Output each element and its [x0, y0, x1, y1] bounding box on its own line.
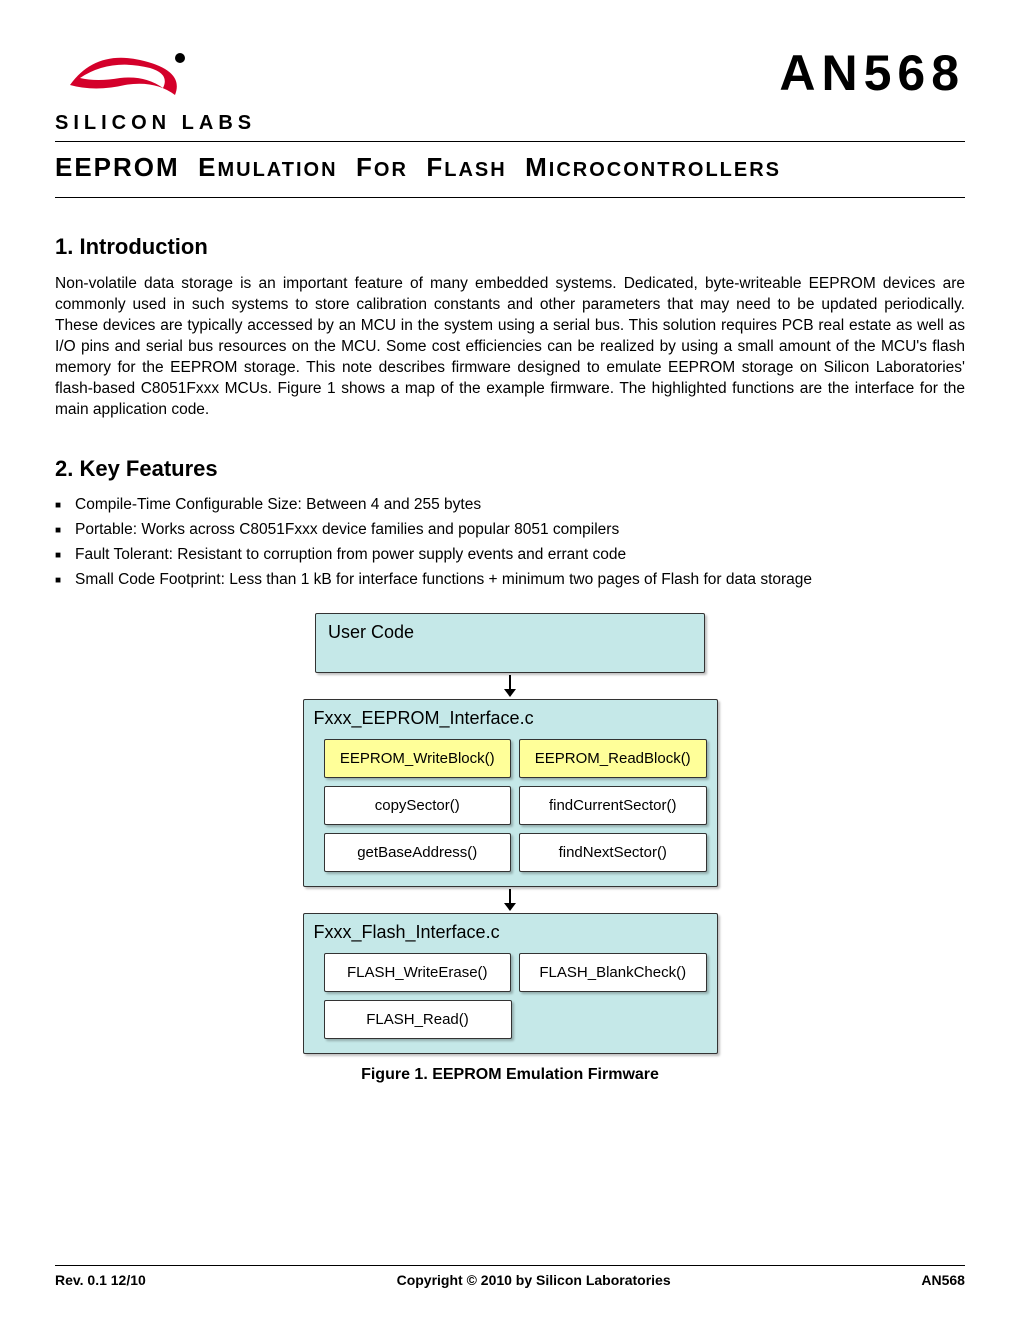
module-1-title: Fxxx_EEPROM_Interface.c: [314, 708, 707, 729]
eeprom-interface-module: Fxxx_EEPROM_Interface.c EEPROM_WriteBloc…: [303, 699, 718, 887]
feature-item: Fault Tolerant: Resistant to corruption …: [55, 546, 965, 564]
fn-flash-blankcheck: FLASH_BlankCheck(): [519, 953, 707, 992]
fn-copysector: copySector(): [324, 786, 512, 825]
arrow-icon: [509, 675, 511, 691]
flash-interface-module: Fxxx_Flash_Interface.c FLASH_WriteErase(…: [303, 913, 718, 1054]
section-2-heading: 2. Key Features: [55, 456, 965, 482]
logo-area: SILICON LABS: [55, 40, 256, 135]
feature-item: Compile-Time Configurable Size: Between …: [55, 496, 965, 514]
fn-findcurrentsector: findCurrentSector(): [519, 786, 707, 825]
feature-item: Portable: Works across C8051Fxxx device …: [55, 521, 965, 539]
fn-eeprom-writeblock: EEPROM_WriteBlock(): [324, 739, 512, 778]
figure-1-caption: Figure 1. EEPROM Emulation Firmware: [361, 1066, 659, 1084]
footer-doc-number: AN568: [921, 1272, 965, 1288]
section-1-heading: 1. Introduction: [55, 234, 965, 260]
feature-item: Small Code Footprint: Less than 1 kB for…: [55, 571, 965, 589]
silicon-labs-logo-icon: [55, 40, 195, 110]
figure-1: User Code Fxxx_EEPROM_Interface.c EEPROM…: [55, 613, 965, 1084]
firmware-diagram: User Code Fxxx_EEPROM_Interface.c EEPROM…: [300, 613, 720, 1054]
arrow-icon: [509, 889, 511, 905]
fn-eeprom-readblock: EEPROM_ReadBlock(): [519, 739, 707, 778]
section-1-body: Non-volatile data storage is an importan…: [55, 274, 965, 420]
fn-flash-read: FLASH_Read(): [324, 1000, 512, 1039]
page-header: SILICON LABS AN568: [55, 40, 965, 142]
footer-copyright: Copyright © 2010 by Silicon Laboratories: [397, 1272, 671, 1288]
user-code-box: User Code: [315, 613, 705, 673]
fn-getbaseaddress: getBaseAddress(): [324, 833, 512, 872]
company-name: SILICON LABS: [55, 112, 256, 135]
feature-list: Compile-Time Configurable Size: Between …: [55, 496, 965, 589]
footer-rev: Rev. 0.1 12/10: [55, 1272, 146, 1288]
fn-findnextsector: findNextSector(): [519, 833, 707, 872]
document-title: EEPROM EMULATION FOR FLASH MICROCONTROLL…: [55, 152, 965, 198]
module-2-title: Fxxx_Flash_Interface.c: [314, 922, 707, 943]
fn-flash-writeerase: FLASH_WriteErase(): [324, 953, 512, 992]
document-number: AN568: [779, 44, 965, 102]
page-footer: Rev. 0.1 12/10 Copyright © 2010 by Silic…: [55, 1265, 965, 1288]
